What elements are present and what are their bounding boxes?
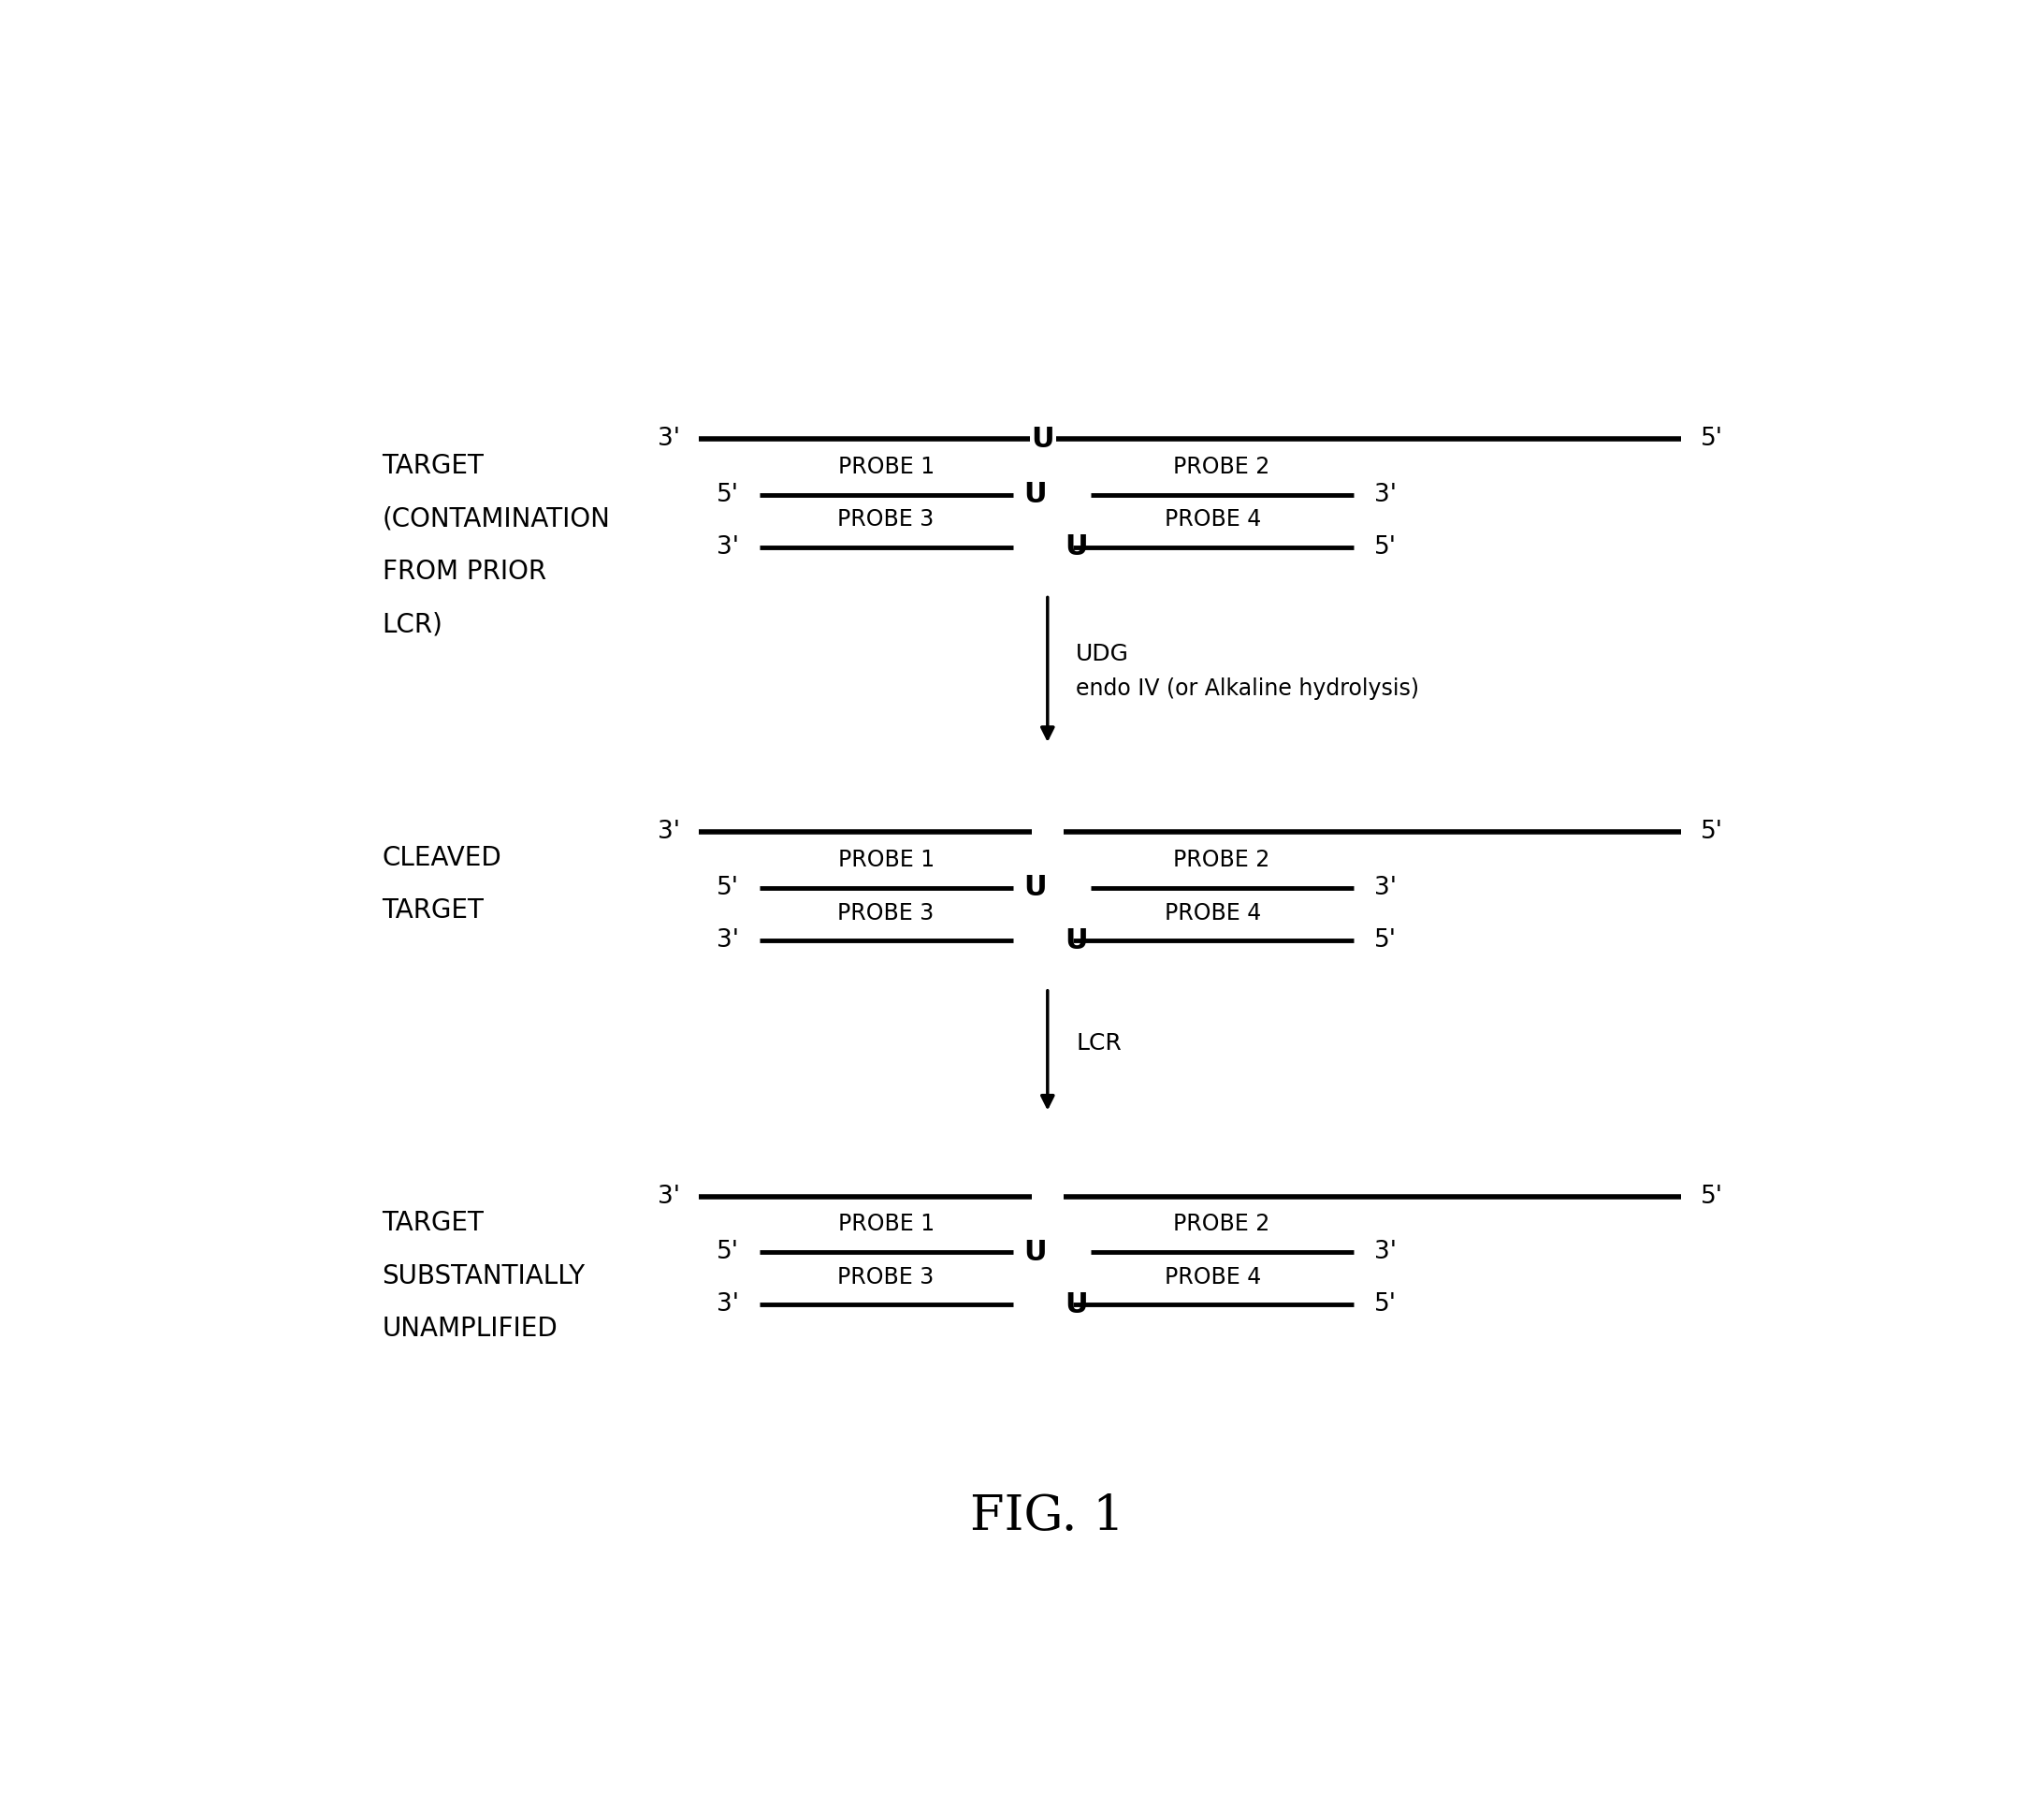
Text: TARGET: TARGET bbox=[382, 1211, 484, 1236]
Text: CLEAVED: CLEAVED bbox=[382, 845, 501, 872]
Text: 3': 3' bbox=[1374, 1240, 1396, 1264]
Text: 3': 3' bbox=[715, 536, 738, 560]
Text: LCR: LCR bbox=[1075, 1032, 1122, 1054]
Text: PROBE 2: PROBE 2 bbox=[1173, 848, 1269, 872]
Text: 5': 5' bbox=[1374, 536, 1396, 560]
Text: FROM PRIOR: FROM PRIOR bbox=[382, 558, 546, 585]
Text: (CONTAMINATION: (CONTAMINATION bbox=[382, 505, 611, 532]
Text: 5': 5' bbox=[715, 875, 738, 901]
Text: PROBE 3: PROBE 3 bbox=[838, 509, 934, 531]
Text: UNAMPLIFIED: UNAMPLIFIED bbox=[382, 1316, 558, 1343]
Text: PROBE 4: PROBE 4 bbox=[1165, 509, 1261, 531]
Text: PROBE 1: PROBE 1 bbox=[838, 848, 934, 872]
Text: U: U bbox=[1024, 480, 1047, 509]
Text: 3': 3' bbox=[658, 1184, 681, 1209]
Text: U: U bbox=[1024, 874, 1047, 901]
Text: 3': 3' bbox=[715, 1292, 738, 1318]
Text: PROBE 4: PROBE 4 bbox=[1165, 1265, 1261, 1289]
Text: 3': 3' bbox=[658, 426, 681, 451]
Text: LCR): LCR) bbox=[382, 612, 444, 637]
Text: 5': 5' bbox=[715, 482, 738, 507]
Text: 3': 3' bbox=[658, 819, 681, 845]
Text: 5': 5' bbox=[1374, 928, 1396, 953]
Text: SUBSTANTIALLY: SUBSTANTIALLY bbox=[382, 1264, 585, 1289]
Text: UDG: UDG bbox=[1075, 643, 1128, 666]
Text: endo IV (or Alkaline hydrolysis): endo IV (or Alkaline hydrolysis) bbox=[1075, 679, 1419, 700]
Text: 3': 3' bbox=[1374, 875, 1396, 901]
Text: PROBE 1: PROBE 1 bbox=[838, 1213, 934, 1235]
Text: TARGET: TARGET bbox=[382, 897, 484, 924]
Text: 5': 5' bbox=[1374, 1292, 1396, 1318]
Text: U: U bbox=[1032, 426, 1055, 453]
Text: PROBE 2: PROBE 2 bbox=[1173, 1213, 1269, 1235]
Text: FIG. 1: FIG. 1 bbox=[971, 1493, 1124, 1540]
Text: 3': 3' bbox=[1374, 482, 1396, 507]
Text: PROBE 1: PROBE 1 bbox=[838, 455, 934, 478]
Text: 5': 5' bbox=[1701, 819, 1723, 845]
Text: 5': 5' bbox=[715, 1240, 738, 1264]
Text: 5': 5' bbox=[1701, 426, 1723, 451]
Text: 3': 3' bbox=[715, 928, 738, 953]
Text: PROBE 3: PROBE 3 bbox=[838, 1265, 934, 1289]
Text: U: U bbox=[1065, 928, 1087, 955]
Text: PROBE 2: PROBE 2 bbox=[1173, 455, 1269, 478]
Text: PROBE 4: PROBE 4 bbox=[1165, 901, 1261, 924]
Text: U: U bbox=[1065, 1291, 1087, 1318]
Text: 5': 5' bbox=[1701, 1184, 1723, 1209]
Text: TARGET: TARGET bbox=[382, 453, 484, 478]
Text: PROBE 3: PROBE 3 bbox=[838, 901, 934, 924]
Text: U: U bbox=[1024, 1238, 1047, 1265]
Text: U: U bbox=[1065, 534, 1087, 561]
